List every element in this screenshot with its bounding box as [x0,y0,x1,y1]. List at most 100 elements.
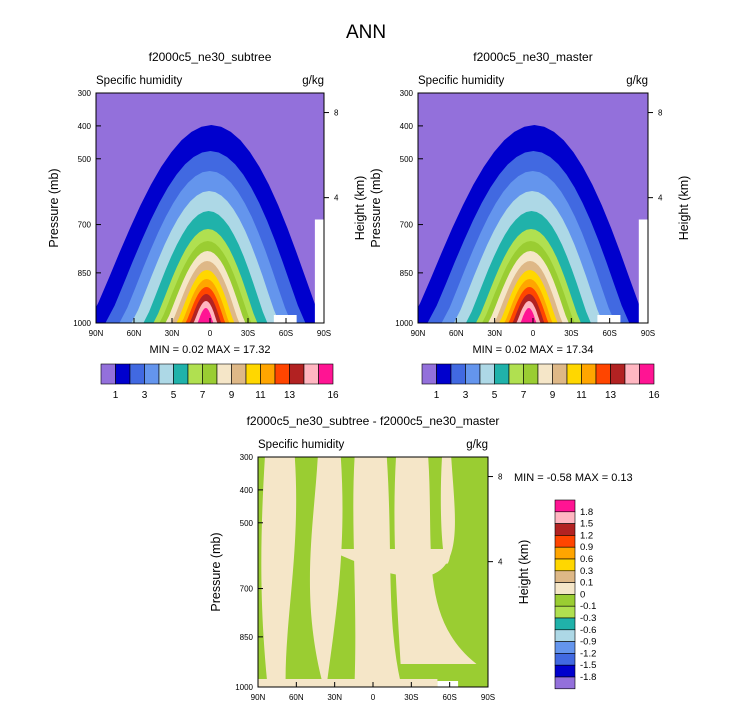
colorbar-label: -0.1 [580,601,596,612]
y-right-tick-label: 4 [498,558,503,567]
colorbar-label: 1.2 [580,530,593,541]
y-right-tick-label: 8 [658,109,663,118]
colorbar-label: -1.5 [580,660,596,671]
colorbar-swatch [289,363,305,385]
panel-title: f2000c5_ne30_subtree - f2000c5_ne30_mast… [247,414,500,428]
plot-area [96,93,324,323]
plot-area [418,93,648,323]
colorbar-swatch [554,641,576,654]
colorbar-swatch [494,363,510,385]
missing-data [638,219,648,323]
colorbar-swatch [554,499,576,513]
y-tick-label: 300 [400,89,414,98]
y-right-tick-label: 8 [334,109,339,118]
contour-level-0-region [258,679,438,687]
colorbar-swatch [554,594,576,607]
colorbar-swatch [158,363,174,385]
contour-level-0-region [327,457,455,578]
colorbar-label: 11 [255,390,266,401]
y-tick-label: 700 [240,585,254,594]
y-tick-label: 1000 [73,319,91,328]
panel-units: g/kg [626,75,648,87]
colorbar-swatch [554,664,576,678]
colorbar-swatch [610,363,626,385]
y-right-axis-label: Height (km) [677,176,691,241]
colorbar-label: 9 [229,390,235,401]
colorbar-swatch [554,617,576,631]
x-tick-label: 60S [279,329,293,338]
x-tick-label: 60N [449,329,464,338]
colorbar-swatch [187,363,203,385]
colorbar-swatch [100,363,116,385]
colorbar-swatch [595,363,611,385]
colorbar-swatch [554,558,576,572]
colorbar-swatch [450,363,466,385]
colorbar-swatch [245,363,261,385]
y-tick-label: 300 [240,453,254,462]
x-tick-label: 30N [487,329,502,338]
x-tick-label: 60S [443,693,457,702]
colorbar-swatch [552,363,568,385]
y-right-axis-label: Height (km) [353,176,367,241]
colorbar-swatch [554,570,576,583]
colorbar-label: -1.8 [580,672,596,683]
colorbar-label: 5 [492,390,498,401]
colorbar-swatch [216,363,232,385]
panel-title: f2000c5_ne30_master [473,50,592,64]
colorbar-label: 11 [576,390,587,401]
colorbar-subtree: 1 3 5 7 9 11 13 16 [100,363,339,401]
missing-data [597,315,621,323]
colorbar-label: 0.6 [580,554,593,565]
colorbar-swatch [624,363,640,385]
colorbar-swatch [554,605,576,619]
colorbar-label: 13 [284,390,296,401]
x-tick-label: 90S [481,693,495,702]
x-tick-label: 0 [371,693,376,702]
panel-difference: f2000c5_ne30_subtree - f2000c5_ne30_mast… [209,414,531,702]
colorbar-swatch [436,363,452,385]
colorbar-swatch [537,363,553,385]
x-tick-label: 0 [531,329,536,338]
y-tick-label: 500 [400,155,414,164]
colorbar-swatch [115,363,131,385]
colorbar-swatch [421,363,437,385]
colorbar-swatch [554,511,576,524]
colorbar-swatch [129,363,145,385]
y-tick-label: 1000 [395,319,413,328]
colorbar-swatch [554,535,576,548]
colorbar-label: 3 [463,390,469,401]
y-right-tick-label: 8 [498,473,503,482]
colorbar-swatch [465,363,481,385]
colorbar-swatch [554,546,576,560]
x-tick-label: 30S [404,693,418,702]
x-tick-label: 60N [289,693,304,702]
x-tick-label: 30N [327,693,342,702]
y-tick-label: 850 [78,269,92,278]
missing-data [314,219,324,323]
contour-level-0-region [261,457,297,683]
panel-subtitle-left: Specific humidity [418,75,505,87]
contour-level-0-region [353,457,401,683]
y-right-axis-label: Height (km) [517,540,531,605]
colorbar-swatch [260,363,276,385]
colorbar-master: 1 3 5 7 9 11 13 16 [421,363,660,401]
x-tick-label: 30S [564,329,578,338]
colorbar-swatch [581,363,597,385]
panel-subtitle-left: Specific humidity [258,439,345,451]
y-tick-label: 850 [400,269,414,278]
colorbar-swatch [566,363,582,385]
missing-data [437,681,459,687]
colorbar-swatch [523,363,539,385]
colorbar-label: 16 [648,390,660,401]
y-axis-label: Pressure (mb) [209,532,223,611]
colorbar-label: 1 [113,390,119,401]
colorbar-label: -0.6 [580,625,596,636]
colorbar-label: 1.5 [580,519,593,530]
colorbar-swatch [554,676,576,690]
colorbar-label: 0.1 [580,578,593,589]
colorbar-swatch [144,363,160,385]
panel-subtitle-left: Specific humidity [96,75,183,87]
y-tick-label: 700 [78,221,92,230]
x-tick-label: 90S [641,329,655,338]
